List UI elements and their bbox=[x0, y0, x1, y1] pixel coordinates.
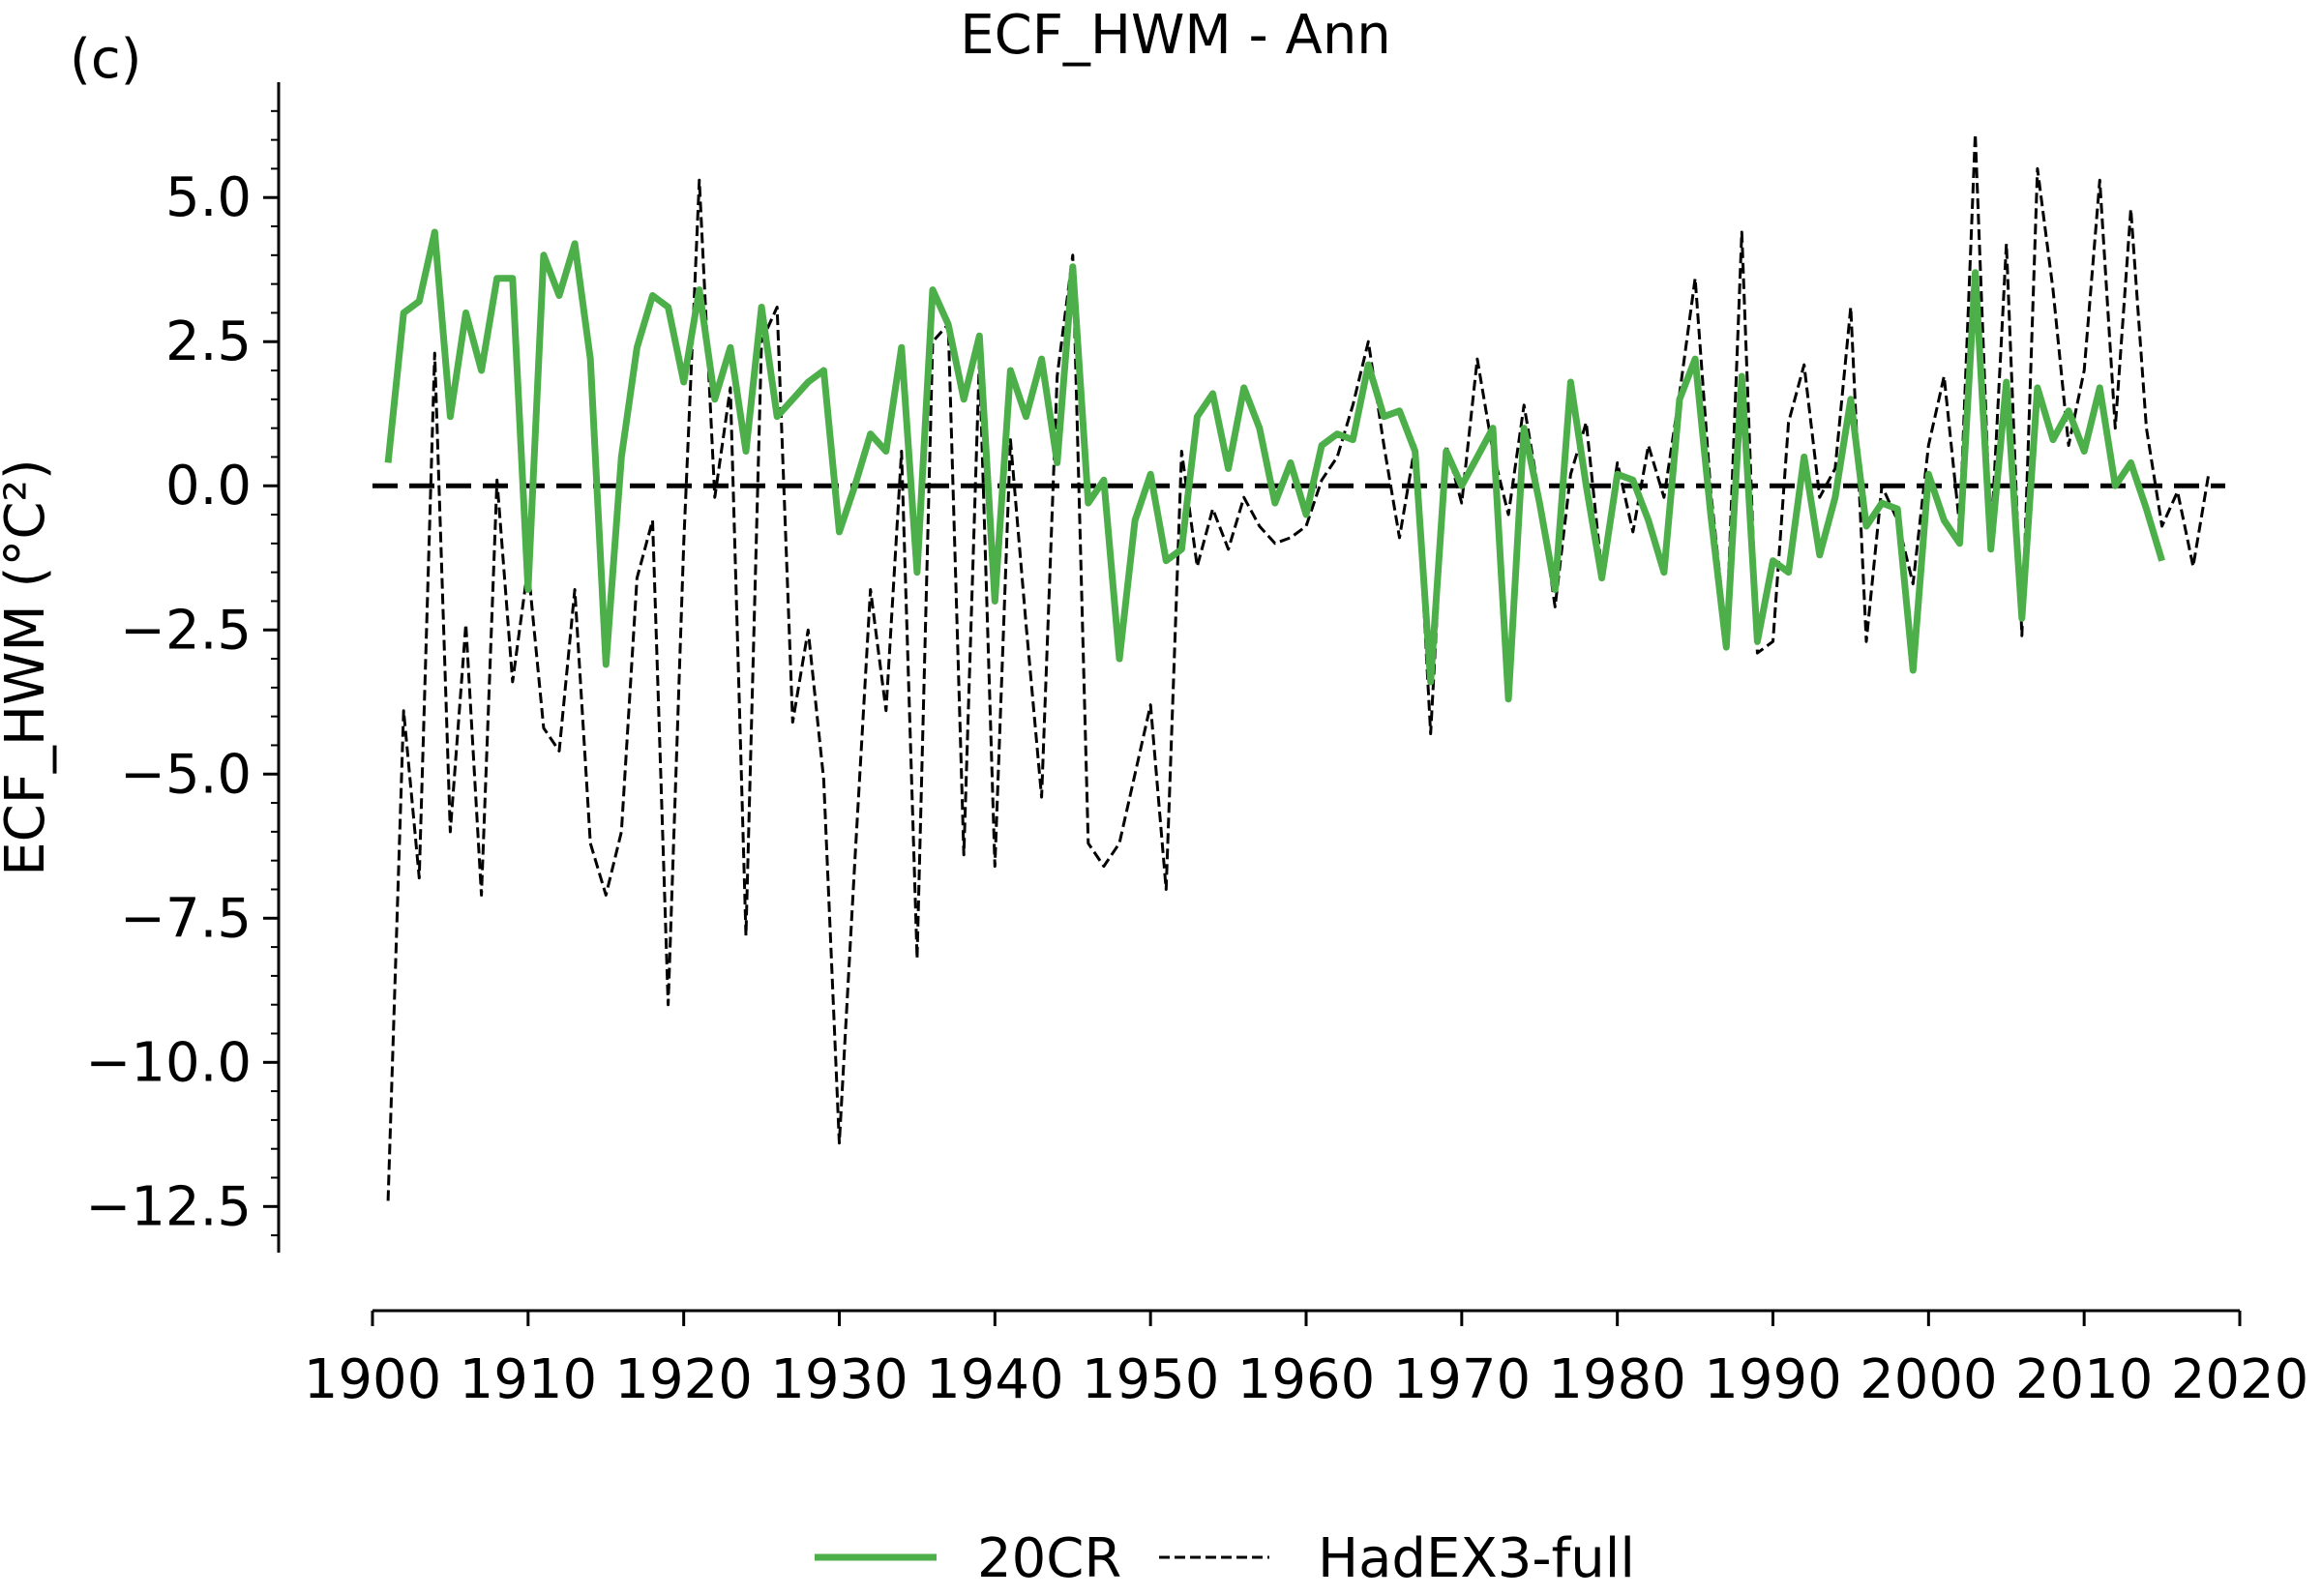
legend: 20CR HadEX3-full bbox=[815, 1527, 1635, 1590]
y-tick-label: 0.0 bbox=[165, 455, 252, 517]
x-axis: 1900 1910 1920 1930 1940 1950 1960 1970 1980 1990… bbox=[304, 1309, 2309, 1411]
legend-label-20cr: 20CR bbox=[977, 1527, 1121, 1590]
x-tick-label: 2010 bbox=[2015, 1348, 2154, 1411]
x-tick-label: 2000 bbox=[1860, 1348, 1998, 1411]
x-tick-label: 1950 bbox=[1082, 1348, 1220, 1411]
chart-title: ECF_HWM - Ann bbox=[960, 4, 1391, 67]
y-axis-label: ECF_HWM (°C²) bbox=[0, 458, 57, 876]
y-tick-label: 5.0 bbox=[165, 166, 252, 229]
y-tick-label: −7.5 bbox=[120, 887, 252, 950]
x-tick-label: 1970 bbox=[1393, 1348, 1532, 1411]
x-tick-label: 1980 bbox=[1548, 1348, 1686, 1411]
y-tick-label: −5.0 bbox=[120, 743, 252, 806]
x-tick-label: 1960 bbox=[1237, 1348, 1376, 1411]
x-tick-label: 1900 bbox=[304, 1348, 442, 1411]
y-tick-label: 2.5 bbox=[165, 310, 252, 373]
x-tick-label: 1920 bbox=[614, 1348, 753, 1411]
y-tick-label: −12.5 bbox=[85, 1175, 252, 1238]
series-line-20cr bbox=[384, 228, 2165, 703]
y-tick-label: −2.5 bbox=[120, 599, 252, 662]
plot-area bbox=[372, 133, 2225, 1201]
x-tick-label: 1990 bbox=[1704, 1348, 1842, 1411]
panel-label: (c) bbox=[70, 28, 141, 91]
x-tick-label: 1940 bbox=[926, 1348, 1064, 1411]
x-tick-label: 1930 bbox=[770, 1348, 908, 1411]
x-tick-label: 1910 bbox=[460, 1348, 598, 1411]
x-tick-label: 2020 bbox=[2171, 1348, 2309, 1411]
legend-label-hadex3: HadEX3-full bbox=[1318, 1527, 1635, 1590]
series-line-hadex3-full bbox=[386, 133, 2211, 1201]
y-axis: 5.0 2.5 0.0 −2.5 −5.0 −7.5 −10.0 −12.5 bbox=[85, 82, 281, 1253]
y-tick-label: −10.0 bbox=[85, 1031, 252, 1094]
